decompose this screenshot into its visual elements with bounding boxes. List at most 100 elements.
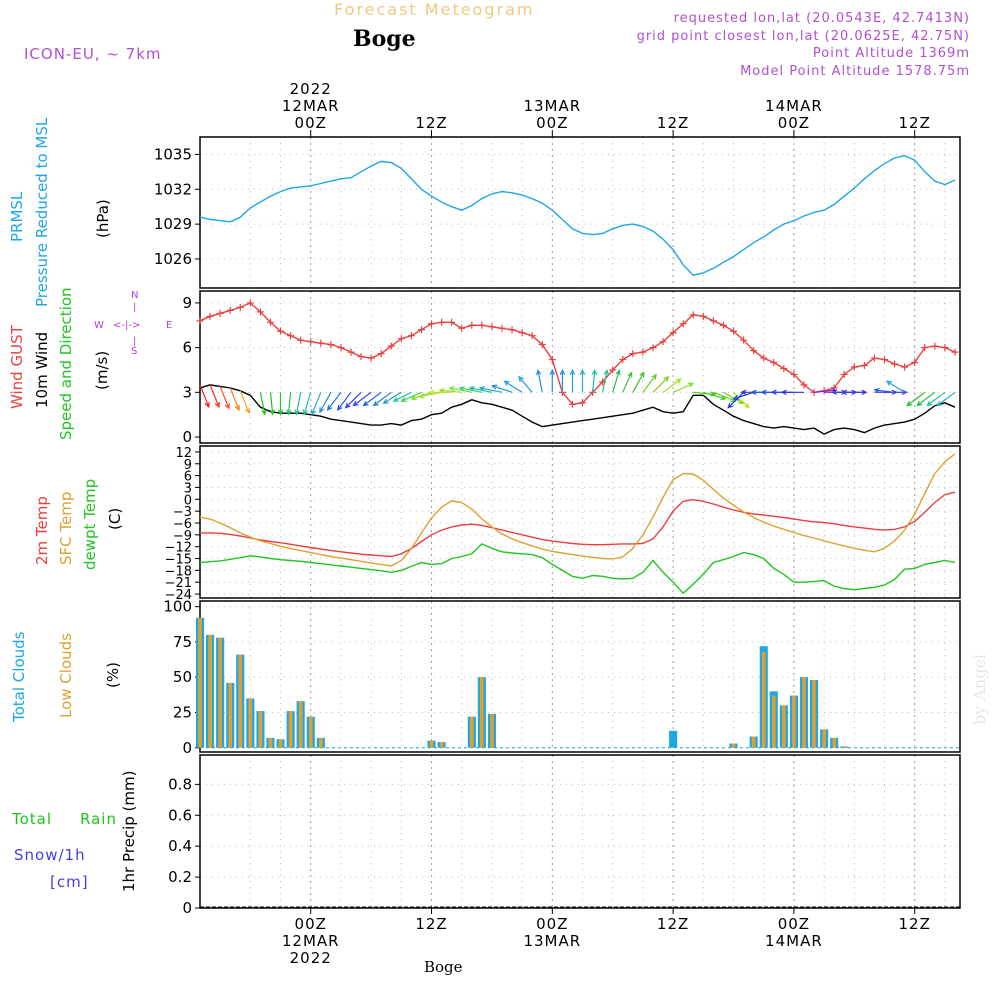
y-tick-label: 3 (184, 481, 192, 496)
wind-gust-marker (860, 362, 868, 370)
wind-gust-marker (367, 354, 375, 362)
y-tick-label: 6 (184, 470, 192, 485)
wind-gust-marker (548, 356, 556, 364)
low-cloud-bar (258, 711, 263, 748)
wind-direction-arrow (458, 386, 483, 393)
wind-gust-marker (850, 363, 858, 371)
wind-direction-arrow (780, 389, 804, 396)
wind-gust-marker (679, 320, 687, 328)
wind-direction-arrow (277, 392, 284, 416)
wind-gust-marker (357, 353, 365, 361)
wind-gust-marker (277, 327, 285, 335)
wind-gust-marker (246, 299, 254, 307)
precip-rain-label: Rain (80, 810, 117, 828)
y-tick-label: −24 (165, 588, 192, 603)
wind-gust-line (199, 302, 956, 406)
y-tick-label: 100 (163, 598, 192, 616)
wind-gust-marker (297, 336, 305, 344)
wind-gust-marker (488, 323, 496, 331)
wind-direction-arrow (841, 389, 865, 396)
precip-total-label: Total (12, 810, 53, 828)
y-tick-label: −21 (165, 576, 192, 591)
wind-gust-marker (518, 329, 526, 337)
wind-gust-marker (206, 312, 214, 320)
low-cloud-bar (842, 746, 846, 748)
wind-direction-arrow (727, 391, 745, 409)
requested-coords: requested lon,lat (20.0543E, 42.7413N) (673, 11, 970, 26)
time-label-bottom: 00Z (295, 915, 327, 933)
y-tick-label: −12 (165, 541, 192, 556)
wind-direction-arrow (733, 391, 750, 409)
wind-gust-marker (750, 347, 758, 355)
wind-gust-marker (196, 317, 204, 325)
y-tick-label: 0 (184, 493, 192, 508)
y-tick-label: 0 (182, 428, 192, 446)
panel-pressure (195, 136, 961, 289)
temp-2m-line (200, 491, 956, 558)
wind-direction-arrow (569, 368, 576, 393)
temp-sfc-line (199, 453, 956, 567)
wind-gust-marker (438, 318, 446, 326)
wind-direction-arrow (491, 384, 513, 393)
time-label-bottom: 12Z (657, 915, 689, 933)
wind-direction-arrow (468, 386, 493, 393)
wind-gust-marker (377, 350, 385, 358)
low-cloud-bar (198, 617, 202, 748)
wind-gust-marker (236, 303, 244, 311)
low-cloud-bar (439, 742, 444, 748)
y-tick-label: 75 (173, 633, 192, 651)
wind-direction-arrow (518, 375, 533, 393)
time-label-top: 2022 (290, 80, 332, 98)
wind-gust-marker (800, 381, 808, 389)
station-title: Boge (353, 26, 416, 52)
low-cloud-bar (238, 654, 243, 748)
low-cloud-bar (832, 737, 836, 748)
wind-gust-marker (709, 317, 717, 325)
wind-direction-arrow (336, 391, 352, 412)
time-label-bottom: 12Z (899, 915, 931, 933)
wind-speed-line (199, 384, 956, 435)
compass-south: S (131, 346, 138, 357)
precip-cm-label: [cm] (50, 873, 89, 891)
wind-gust-marker (387, 342, 395, 350)
low-cloud-bar (208, 634, 212, 748)
low-cloud-bar (812, 680, 816, 748)
wind-direction-arrow (219, 386, 230, 410)
wind-gust-marker (226, 306, 234, 314)
wind-gust-marker (307, 338, 315, 346)
wind-direction-arrow (602, 368, 609, 393)
compass-west: W (94, 320, 104, 331)
wind-direction-arrow (302, 392, 312, 416)
wind-gust-marker (347, 348, 355, 356)
time-label-top: 12Z (415, 114, 447, 132)
wind-gust-marker (639, 348, 647, 356)
wind-gust-marker (528, 332, 536, 340)
wind-direction-arrow (672, 382, 695, 393)
y-tick-label: −3 (173, 505, 192, 520)
time-label-bottom: 12MAR (282, 932, 340, 950)
time-label-bottom: 12Z (415, 915, 447, 933)
y-tick-label: 0 (182, 739, 192, 757)
wind-direction-arrow (344, 391, 362, 409)
wind-gust-marker (719, 321, 727, 329)
wind-gust-marker (287, 332, 295, 340)
panel-frame (199, 136, 961, 289)
wind-gust-marker (478, 321, 486, 329)
time-label-bottom: 2022 (290, 949, 332, 967)
panel-precip (195, 754, 961, 909)
wind-direction-arrow (549, 368, 556, 393)
y-tick-label: 1029 (154, 215, 192, 233)
y-tick-label: 0.8 (168, 775, 192, 793)
wind-gust-marker (538, 341, 546, 349)
wind-gust-marker (216, 309, 224, 317)
wind-direction-arrow (536, 368, 543, 393)
wind-direction-arrow (392, 391, 412, 402)
low-cloud-bar (751, 736, 756, 748)
wind-gust-marker (699, 312, 707, 320)
wind-direction-arrow (382, 391, 402, 405)
wind-direction-arrow (418, 391, 442, 399)
wind-direction-arrow (229, 387, 240, 412)
wind-direction-arrow (926, 391, 946, 407)
y-tick-label: 0.6 (168, 806, 192, 824)
panel-frame (199, 754, 961, 909)
